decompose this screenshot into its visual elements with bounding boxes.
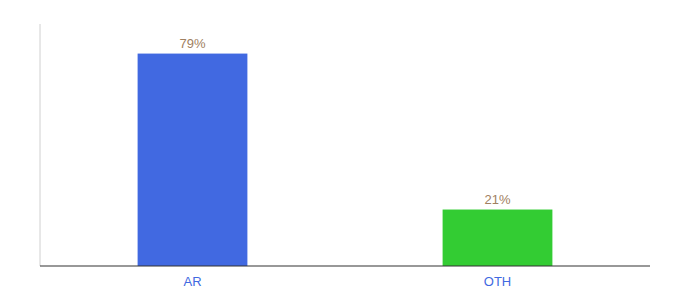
chart: 79% AR 21% OTH [0, 0, 680, 300]
bar [443, 210, 553, 266]
data-label: 79% [179, 36, 205, 51]
bar [138, 54, 248, 266]
y-axis-line [40, 24, 41, 266]
chart-container: 79% AR 21% OTH [0, 0, 680, 300]
x-axis-line [40, 265, 650, 266]
x-tick-label: OTH [484, 274, 511, 289]
bars [138, 54, 553, 266]
data-label: 21% [484, 192, 510, 207]
x-tick-label: AR [183, 274, 201, 289]
